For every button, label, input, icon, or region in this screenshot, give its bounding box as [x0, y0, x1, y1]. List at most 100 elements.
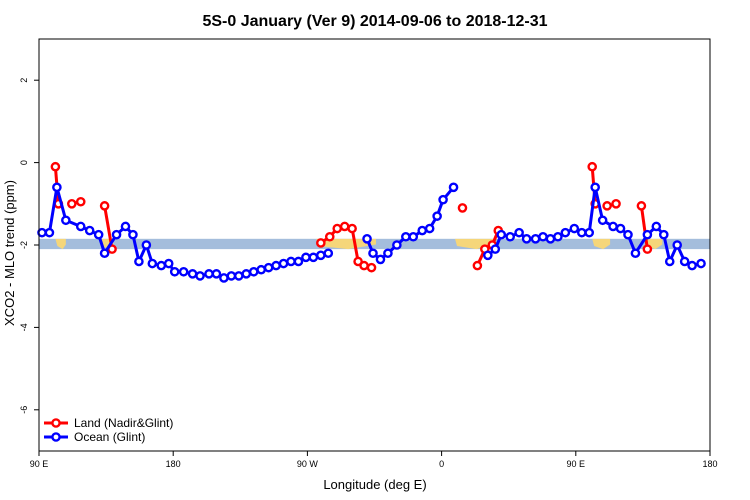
land-data-point	[472, 260, 483, 271]
ocean-data-point	[651, 221, 662, 232]
x-tick-label: 90 E	[567, 459, 586, 469]
ocean-data-point	[560, 227, 571, 238]
ocean-data-point	[301, 252, 311, 263]
ocean-data-point	[271, 260, 281, 271]
legend-marker-ocean	[51, 432, 61, 442]
land-patch	[55, 238, 66, 250]
ocean-data-point	[664, 256, 675, 267]
ocean-data-point	[263, 262, 274, 273]
y-tick-label: -2	[19, 241, 29, 249]
legend-label-land: Land (Nadir&Glint)	[74, 416, 173, 430]
ocean-data-point	[642, 229, 653, 240]
ocean-data-point	[569, 223, 580, 234]
land-data-point	[347, 223, 357, 234]
ocean-data-point	[128, 229, 138, 240]
ocean-data-point	[226, 271, 237, 281]
ocean-data-point	[178, 266, 189, 277]
land-data-point	[636, 201, 647, 211]
land-data-point	[339, 221, 350, 232]
ocean-data-point	[424, 223, 435, 234]
land-data-point	[366, 262, 377, 273]
ocean-data-point	[521, 234, 532, 244]
ocean-data-point	[93, 229, 104, 240]
ocean-data-point	[248, 266, 259, 277]
x-axis-label: Longitude (deg E)	[323, 477, 426, 492]
ocean-data-point	[169, 266, 180, 277]
ocean-data-point	[61, 215, 71, 226]
ocean-data-point	[211, 269, 222, 279]
ocean-data-point	[99, 248, 110, 259]
land-patch	[592, 238, 611, 250]
ocean-data-point	[553, 231, 563, 242]
ocean-data-point	[545, 234, 556, 244]
ocean-data-point	[75, 221, 86, 232]
plot-frame	[38, 38, 711, 452]
ocean-data-point	[204, 269, 214, 279]
ocean-data-point	[375, 254, 386, 265]
land-data-point	[67, 198, 77, 209]
ocean-data-point	[234, 271, 244, 281]
ocean-data-point	[120, 221, 131, 232]
ocean-data-point	[490, 244, 501, 254]
ocean-data-point	[514, 227, 524, 238]
ocean-data-point	[401, 231, 411, 242]
axes: 90 E 180 90 W 0 90 E 180 -6 -4 -2 0 2	[19, 78, 718, 469]
ocean-data-point	[538, 231, 548, 242]
x-tick-label: 180	[702, 459, 717, 469]
ocean-data-point	[658, 229, 669, 240]
land-data-point	[332, 223, 343, 234]
ocean-data-point	[496, 229, 507, 240]
ocean-data-point	[141, 240, 152, 250]
ocean-data-point	[608, 221, 618, 232]
ocean-data-point	[584, 227, 595, 238]
x-tick-label: 0	[439, 459, 444, 469]
ocean-data-point	[432, 211, 442, 221]
ocean-data-point	[576, 227, 587, 238]
ocean-data-point	[438, 194, 448, 205]
y-tick-label: -4	[19, 323, 29, 331]
land-data-point	[359, 260, 369, 271]
ocean-data-point	[187, 269, 198, 279]
ocean-data-point	[679, 256, 690, 267]
land-data-point	[457, 203, 468, 213]
land-patch	[316, 238, 376, 250]
legend: Land (Nadir&Glint)Ocean (Glint)	[44, 416, 173, 444]
ocean-data-point	[84, 225, 95, 236]
ocean-data-point	[615, 223, 626, 234]
ocean-data-point	[417, 225, 428, 236]
x-tick-label: 90 E	[30, 459, 49, 469]
ocean-data-point	[163, 258, 174, 269]
ocean-data-point	[623, 229, 633, 240]
ocean-data-point	[241, 269, 252, 279]
x-tick-label: 180	[166, 459, 181, 469]
land-data-point	[75, 196, 86, 207]
ocean-data-point	[530, 234, 541, 244]
ocean-data-point	[44, 227, 55, 238]
ocean-series-line	[486, 185, 702, 268]
ocean-data-point	[368, 248, 378, 259]
ocean-data-point	[696, 258, 706, 269]
ocean-data-point	[687, 260, 697, 271]
ocean-data-point	[286, 256, 296, 267]
ocean-data-point	[111, 229, 122, 240]
land-data-point	[642, 244, 653, 254]
ocean-data-point	[392, 240, 402, 250]
y-tick-label: -6	[19, 406, 29, 414]
ocean-data-point	[630, 248, 641, 259]
ocean-data-point	[483, 250, 493, 261]
ocean-data-point	[195, 271, 205, 281]
y-axis-label: XCO2 - MLO trend (ppm)	[2, 180, 17, 326]
land-series-line	[639, 205, 649, 250]
land-data-point	[99, 201, 110, 211]
ocean-data-point	[278, 258, 289, 269]
land-data-point	[50, 161, 61, 172]
x-tick-label: 90 W	[297, 459, 319, 469]
ocean-data-point	[362, 234, 372, 244]
series-layer	[37, 161, 706, 283]
legend-marker-land	[51, 418, 61, 428]
legend-label-ocean: Ocean (Glint)	[74, 430, 145, 444]
ocean-data-point	[448, 182, 459, 193]
ocean-data-point	[134, 256, 144, 267]
ocean-data-point	[256, 264, 266, 275]
